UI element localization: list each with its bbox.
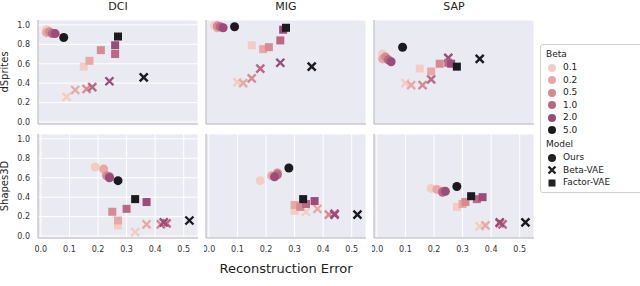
html-text:1.0: 1.0 xyxy=(563,99,578,110)
html-text:Factor-VAE: Factor-VAE xyxy=(563,177,611,187)
html-text:0.1: 0.1 xyxy=(563,62,578,72)
svg-text:0.8: 0.8 xyxy=(17,154,30,163)
svg-text:0.0: 0.0 xyxy=(17,232,30,241)
svg-text:0.3: 0.3 xyxy=(456,245,469,254)
svg-text:0.3: 0.3 xyxy=(120,245,133,254)
svg-text:0.1: 0.1 xyxy=(63,245,76,254)
html-text:SAP: SAP xyxy=(443,0,465,13)
html-text:2.0: 2.0 xyxy=(563,112,578,122)
svg-text:0.3: 0.3 xyxy=(288,245,301,254)
svg-text:0.1: 0.1 xyxy=(399,245,412,254)
svg-text:0.4: 0.4 xyxy=(317,245,330,254)
html-text:0.2: 0.2 xyxy=(563,74,578,85)
svg-text:0.4: 0.4 xyxy=(149,245,162,254)
svg-text:1.0: 1.0 xyxy=(17,21,30,30)
svg-text:0.4: 0.4 xyxy=(17,79,30,88)
svg-text:0.0: 0.0 xyxy=(34,245,47,254)
svg-text:0.2: 0.2 xyxy=(428,245,441,254)
svg-text:0.2: 0.2 xyxy=(260,245,273,254)
svg-text:0.4: 0.4 xyxy=(17,193,30,202)
svg-text:0.4: 0.4 xyxy=(485,245,498,254)
svg-text:0.1: 0.1 xyxy=(231,245,244,254)
svg-text:0.6: 0.6 xyxy=(17,60,30,69)
svg-text:0.0: 0.0 xyxy=(372,245,383,254)
svg-text:0.0: 0.0 xyxy=(204,245,215,254)
html-text:MIG: MIG xyxy=(275,0,297,13)
html-text:DCI: DCI xyxy=(108,0,128,13)
html-text:Reconstruction Error: Reconstruction Error xyxy=(219,261,353,276)
html-text:0.5: 0.5 xyxy=(563,87,578,97)
html-text:dSprites: dSprites xyxy=(0,51,10,93)
svg-text:0.5: 0.5 xyxy=(345,245,358,254)
html-text:Beta: Beta xyxy=(546,49,567,59)
html-text:Ours: Ours xyxy=(563,152,585,162)
html-text:Model: Model xyxy=(546,139,573,149)
svg-text:0.2: 0.2 xyxy=(17,98,30,107)
svg-text:0.0: 0.0 xyxy=(17,118,30,127)
html-text:Shapes3D: Shapes3D xyxy=(0,160,10,212)
svg-text:0.6: 0.6 xyxy=(17,174,30,183)
svg-text:0.5: 0.5 xyxy=(177,245,190,254)
svg-text:0.8: 0.8 xyxy=(17,40,30,49)
html-text:5.0: 5.0 xyxy=(563,124,578,135)
svg-text:1.0: 1.0 xyxy=(17,135,30,144)
html-text:Beta-VAE: Beta-VAE xyxy=(563,164,604,175)
svg-text:0.5: 0.5 xyxy=(513,245,526,254)
svg-text:0.2: 0.2 xyxy=(92,245,105,254)
svg-text:0.2: 0.2 xyxy=(17,212,30,221)
